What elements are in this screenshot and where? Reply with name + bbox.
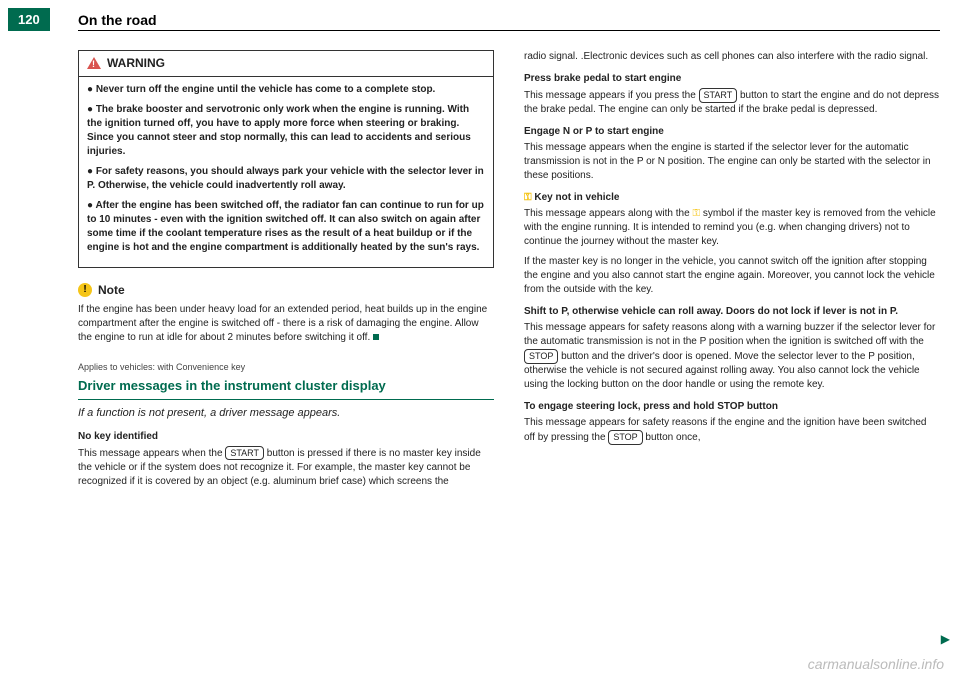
para-keynot-2: If the master key is no longer in the ve… bbox=[524, 255, 940, 297]
page-number: 120 bbox=[8, 8, 50, 31]
note-header: ! Note bbox=[78, 282, 494, 299]
subhead-steering: To engage steering lock, press and hold … bbox=[524, 400, 940, 414]
subhead-brake: Press brake pedal to start engine bbox=[524, 72, 940, 86]
warning-bullet: ● The brake booster and servotronic only… bbox=[87, 103, 485, 159]
watermark: carmanualsonline.info bbox=[808, 656, 944, 672]
para-steering: This message appears for safety reasons … bbox=[524, 416, 940, 445]
para-shift: This message appears for safety reasons … bbox=[524, 321, 940, 392]
para-brake: This message appears if you press the ST… bbox=[524, 88, 940, 117]
end-square-icon bbox=[373, 334, 379, 340]
start-keycap: START bbox=[225, 446, 264, 461]
para-radio: radio signal. .Electronic devices such a… bbox=[524, 50, 940, 64]
applies-to: Applies to vehicles: with Convenience ke… bbox=[78, 361, 494, 374]
stop-keycap: STOP bbox=[608, 430, 642, 445]
para-engage: This message appears when the engine is … bbox=[524, 141, 940, 183]
subhead-keynot: ⚿ Key not in vehicle bbox=[524, 191, 940, 205]
stop-keycap: STOP bbox=[524, 349, 558, 364]
warning-triangle-icon bbox=[87, 57, 101, 69]
italic-intro: If a function is not present, a driver m… bbox=[78, 406, 494, 421]
note-circle-icon: ! bbox=[78, 283, 92, 297]
section-divider bbox=[78, 399, 494, 400]
warning-label: WARNING bbox=[107, 55, 165, 72]
note-text: If the engine has been under heavy load … bbox=[78, 303, 494, 345]
subhead-no-key: No key identified bbox=[78, 430, 494, 444]
warning-bullet: ● After the engine has been switched off… bbox=[87, 199, 485, 255]
subhead-engage: Engage N or P to start engine bbox=[524, 125, 940, 139]
key-icon: ⚿ bbox=[524, 192, 532, 203]
content-columns: WARNING ● Never turn off the engine unti… bbox=[78, 50, 940, 650]
header-title: On the road bbox=[78, 12, 157, 28]
warning-header: WARNING bbox=[79, 51, 493, 77]
note-label: Note bbox=[98, 282, 125, 299]
header-line bbox=[78, 30, 940, 31]
warning-bullet: ● For safety reasons, you should always … bbox=[87, 165, 485, 193]
warning-body: ● Never turn off the engine until the ve… bbox=[79, 77, 493, 267]
para-no-key: This message appears when the START butt… bbox=[78, 446, 494, 489]
left-column: WARNING ● Never turn off the engine unti… bbox=[78, 50, 494, 650]
right-column: radio signal. .Electronic devices such a… bbox=[524, 50, 940, 650]
continue-arrow-icon: ▶ bbox=[941, 632, 950, 646]
start-keycap: START bbox=[699, 88, 738, 103]
para-keynot-1: This message appears along with the ⚿ sy… bbox=[524, 207, 940, 249]
warning-box: WARNING ● Never turn off the engine unti… bbox=[78, 50, 494, 268]
section-title: Driver messages in the instrument cluste… bbox=[78, 377, 494, 395]
key-icon: ⚿ bbox=[692, 208, 700, 219]
subhead-shift: Shift to P, otherwise vehicle can roll a… bbox=[524, 305, 940, 319]
warning-bullet: ● Never turn off the engine until the ve… bbox=[87, 83, 485, 97]
